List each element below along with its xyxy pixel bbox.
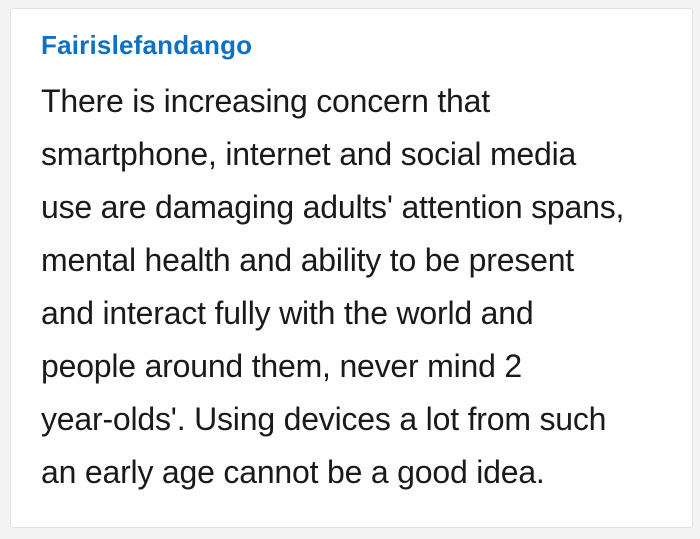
comment-text-line: There is increasing concern that xyxy=(41,83,490,119)
comment-text-line: people around them, never mind 2 xyxy=(41,348,523,384)
comment-text-line: and interact fully with the world and xyxy=(41,295,534,331)
comment-text-line: mental health and ability to be present xyxy=(41,242,574,278)
username-link[interactable]: Fairislefandango xyxy=(41,30,253,60)
comment-text-line: smartphone, internet and social media xyxy=(41,136,577,172)
comment-body: There is increasing concern that smartpho… xyxy=(41,75,664,499)
comment-text-line: year-olds'. Using devices a lot from suc… xyxy=(41,401,607,437)
comment-text-line: an early age cannot be a good idea. xyxy=(41,454,545,490)
comment-card: Fairislefandango There is increasing con… xyxy=(10,8,693,528)
comment-text-line: use are damaging adults' attention spans… xyxy=(41,189,625,225)
